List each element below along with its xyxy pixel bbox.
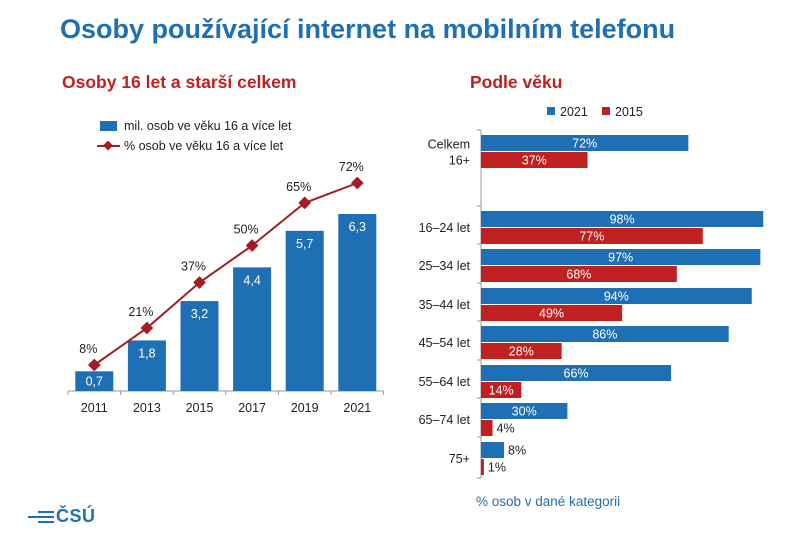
legend-2021-swatch	[547, 107, 555, 115]
line-value-label: 21%	[128, 305, 153, 319]
line-point	[87, 358, 101, 372]
line-point	[193, 276, 206, 289]
bar-2021	[481, 135, 689, 151]
bar-value-label: 4,4	[243, 273, 260, 287]
footnote: % osob v dané kategorii	[476, 494, 621, 509]
left-chart-title: Osoby 16 let a starší celkem	[62, 72, 297, 92]
bar	[180, 301, 219, 391]
bar-2015-value-label: 28%	[509, 345, 534, 359]
bar-2015	[481, 152, 588, 168]
legend-label: mil. osob ve věku 16 a více let	[124, 119, 292, 133]
line-value-label: 8%	[79, 342, 97, 356]
legend-bar-swatch	[100, 121, 117, 131]
bar-2015	[481, 305, 623, 321]
bar	[285, 230, 324, 391]
bar-2015-value-label: 77%	[579, 230, 604, 244]
line-point	[298, 196, 312, 210]
y-category-label: Celkem 16+	[428, 138, 470, 168]
line-value-label: 37%	[181, 260, 206, 274]
line-value-label: 50%	[234, 223, 259, 237]
bar	[75, 371, 114, 391]
bar-2015-value-label: 37%	[522, 154, 547, 168]
right-legend: 2021 2015	[547, 105, 643, 119]
x-tick-label: 2011	[81, 401, 108, 415]
bar-2015	[481, 382, 522, 398]
y-category-label: 16–24 let	[419, 221, 471, 235]
bar-2015-value-label: 1%	[488, 461, 506, 475]
bar-2021	[481, 326, 729, 342]
x-tick-label: 2019	[291, 401, 319, 415]
bar-2015-value-label: 14%	[489, 384, 514, 398]
bar-2021-value-label: 72%	[572, 137, 597, 151]
bar-2021-value-label: 30%	[512, 405, 537, 419]
line-point	[350, 176, 364, 190]
left-legend: mil. osob ve věku 16 a více let % osob ve…	[97, 119, 292, 153]
right-chart-title: Podle věku	[470, 72, 563, 92]
bar-value-label: 0,7	[86, 375, 103, 389]
bar-2021	[481, 249, 761, 265]
bar-value-label: 5,7	[296, 237, 313, 251]
legend-2015-swatch	[602, 107, 610, 115]
y-category-label: 75+	[449, 452, 470, 466]
bar-2021-value-label: 97%	[608, 251, 633, 265]
page-title: Osoby používající internet na mobilním t…	[60, 14, 676, 44]
y-category-label: 65–74 let	[419, 413, 471, 427]
bar-2021-value-label: 98%	[610, 213, 635, 227]
bar-2015	[481, 420, 493, 436]
series-line	[93, 182, 358, 366]
legend-label: 2015	[615, 105, 643, 119]
bar-value-label: 3,2	[191, 307, 208, 321]
bar-2021-value-label: 8%	[508, 444, 526, 458]
bar-2015	[481, 266, 677, 282]
bar-2015	[481, 228, 703, 244]
y-category-label: 25–34 let	[419, 259, 471, 273]
bar-2021-value-label: 66%	[564, 367, 589, 381]
line-value-label: 65%	[286, 180, 311, 194]
bar-2021-value-label: 86%	[592, 328, 617, 342]
bar-2021-value-label: 94%	[604, 290, 629, 304]
line-value-label: 72%	[339, 160, 364, 174]
bar-2015-value-label: 4%	[497, 422, 515, 436]
bar-2021	[481, 211, 764, 227]
bar-2021	[481, 288, 752, 304]
bar-2021	[481, 365, 672, 381]
bar-2021	[481, 403, 568, 419]
line-point	[245, 239, 259, 252]
y-category-label: 55–64 let	[419, 375, 471, 389]
legend-label: % osob ve věku 16 a více let	[124, 139, 284, 153]
x-tick-label: 2015	[186, 401, 214, 415]
bar-value-label: 1,8	[138, 346, 155, 360]
y-category-label: 35–44 let	[419, 298, 471, 312]
y-category-label: 45–54 let	[419, 336, 471, 350]
x-tick-label: 2021	[343, 401, 371, 415]
bar-value-label: 6,3	[349, 220, 366, 234]
bar	[127, 340, 166, 391]
bar-2015	[481, 459, 484, 475]
legend-marker-swatch	[103, 140, 113, 151]
logo-lines-icon	[28, 511, 54, 526]
bar-2015-value-label: 49%	[539, 307, 564, 321]
bar-2015-value-label: 68%	[566, 268, 591, 282]
bar-2021	[481, 442, 505, 458]
bar-2015	[481, 343, 562, 359]
legend-label: 2021	[560, 105, 588, 119]
line-point	[140, 321, 154, 335]
bar	[338, 213, 377, 391]
bar	[233, 267, 272, 391]
x-tick-label: 2017	[238, 401, 266, 415]
x-tick-label: 2013	[133, 401, 161, 415]
